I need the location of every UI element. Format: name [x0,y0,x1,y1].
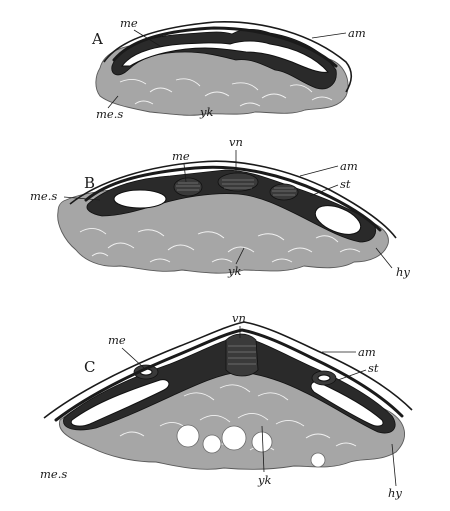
panel-c-label-hy: hy [388,486,402,500]
panel-a-label-yk: yk [199,105,213,119]
panel-b-label-vn: vn [229,135,243,149]
panel-b-amnion [69,160,397,239]
panel-a-amnion [103,21,353,93]
panel-c-coelom-right [310,381,384,427]
panel-a-leader-mes [107,95,119,109]
panel-c-label-mes: me.s [40,467,67,481]
panel-b-letter: B [84,174,95,192]
panel-c: C vn me am [40,311,413,500]
panel-c-label-vn: vn [232,311,246,325]
panel-a-label-me: me [120,16,138,30]
panel-b-leader-mes [63,196,101,201]
panel-c-label-st: st [368,361,379,375]
panel-a-ectoderm [112,26,338,68]
panel-c-label-me: me [108,333,126,347]
panel-b-neural [217,172,259,192]
panel-b-coelom-right [314,205,362,235]
panel-a-yolk-cells [119,78,333,107]
panel-c-leader-st [337,369,367,381]
panel-c-leader-me [121,347,145,369]
panel-a-letter: A [91,30,103,48]
panel-b-leader-me [183,163,187,183]
panel-b-ectoderm [84,165,382,232]
panel-a: A me am me.s yk [91,16,366,121]
panel-b-label-yk: yk [227,264,241,278]
panel-c-amnion [43,321,413,419]
panel-b-somite-left [173,177,203,197]
panel-c-label-yk: yk [257,473,271,487]
panel-b-label-me: me [172,149,190,163]
panel-b-leader-yk [235,247,245,265]
panel-c-bubbles [176,424,326,468]
panel-b-label-am: am [340,159,358,173]
panel-c-coelom-left [70,379,170,427]
panel-a-mesoderm [111,28,337,90]
panel-c-ectoderm [54,328,404,422]
panel-c-label-am: am [358,345,376,359]
panel-c-neural [225,333,259,377]
panel-a-label-am: am [348,26,366,40]
panel-b-label-mes: me.s [30,189,57,203]
panel-a-label-mes: me.s [96,107,123,121]
panel-b-leader-am [299,165,339,177]
panel-a-leader-am [311,32,347,39]
panel-a-leader-me [133,29,161,47]
panel-c-leader-hy [391,443,397,487]
panel-c-letter: C [84,358,95,376]
panel-b-yolk-cells [79,228,361,263]
panel-b-label-st: st [340,177,351,191]
panel-b-leader-st [309,184,339,197]
panel-c-leader-yk [261,425,265,473]
panel-b-coelom-left [113,189,167,209]
panel-b-mesoderm [86,169,376,243]
panel-c-yolk-cells [119,384,357,451]
panel-b-label-hy: hy [396,265,410,279]
panel-b: B vn me am st me.s yk hy [30,135,410,279]
panel-b-leader-hy [375,247,393,269]
panel-b-somite-right [269,183,299,201]
panel-a-coelom [121,40,329,73]
